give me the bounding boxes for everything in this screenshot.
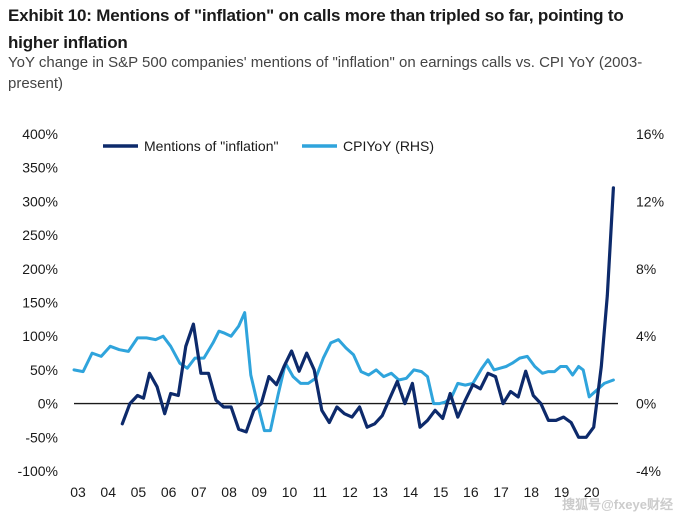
x-tick-label: 03 xyxy=(70,484,86,500)
y-left-tick-label: 200% xyxy=(22,261,58,277)
y-left-tick-label: -100% xyxy=(18,463,58,479)
x-tick-label: 11 xyxy=(312,484,327,500)
y-left-tick-label: 150% xyxy=(22,295,58,311)
y-left-tick-label: -50% xyxy=(25,429,58,445)
x-tick-label: 08 xyxy=(221,484,237,500)
x-tick-label: 16 xyxy=(463,484,479,500)
y-left-tick-label: 100% xyxy=(22,328,58,344)
x-tick-label: 13 xyxy=(372,484,388,500)
x-tick-label: 15 xyxy=(433,484,449,500)
y-right-tick-label: 16% xyxy=(636,126,664,142)
y-right-tick-label: -4% xyxy=(636,463,661,479)
x-tick-label: 10 xyxy=(282,484,298,500)
y-left-tick-label: 350% xyxy=(22,160,58,176)
x-axis: 03 04 05 06 07 08 09 10 11 12 13 14 15 16 17 18 19 20 xyxy=(70,484,599,500)
series-line-mentions xyxy=(120,186,616,439)
chart-title: Exhibit 10: Mentions of "inflation" on c… xyxy=(8,6,624,52)
y-right-tick-label: 12% xyxy=(636,193,664,209)
y-axis-left: -100% -50% 0% 50% 100% 150% 200% 250% 300% 350% 40… xyxy=(18,126,58,479)
y-left-tick-label: 50% xyxy=(30,362,58,378)
y-left-tick-label: 0% xyxy=(38,396,58,412)
x-tick-label: 14 xyxy=(403,484,419,500)
chart-subtitle: YoY change in S&P 500 companies' mention… xyxy=(8,54,643,92)
x-tick-label: 17 xyxy=(493,484,509,500)
legend: Mentions of "inflation" CPIYoY (RHS) xyxy=(103,138,434,154)
x-tick-label: 19 xyxy=(554,484,570,500)
y-right-tick-label: 4% xyxy=(636,328,656,344)
x-tick-label: 20 xyxy=(584,484,600,500)
y-left-tick-label: 250% xyxy=(22,227,58,243)
legend-label-cpi: CPIYoY (RHS) xyxy=(343,138,434,154)
x-tick-label: 09 xyxy=(252,484,268,500)
x-tick-label: 05 xyxy=(131,484,147,500)
y-right-tick-label: 0% xyxy=(636,396,656,412)
x-tick-label: 07 xyxy=(191,484,207,500)
legend-label-mentions: Mentions of "inflation" xyxy=(144,138,278,154)
x-tick-label: 06 xyxy=(161,484,177,500)
y-right-tick-label: 8% xyxy=(636,261,656,277)
y-left-tick-label: 300% xyxy=(22,193,58,209)
y-axis-right: -4% 0% 4% 8% 12% 16% xyxy=(636,126,664,479)
series-layer xyxy=(72,186,616,439)
x-tick-label: 18 xyxy=(523,484,539,500)
y-left-tick-label: 400% xyxy=(22,126,58,142)
watermark: 搜狐号@fxeye财经 xyxy=(562,497,673,512)
x-tick-label: 04 xyxy=(100,484,116,500)
x-tick-label: 12 xyxy=(342,484,358,500)
